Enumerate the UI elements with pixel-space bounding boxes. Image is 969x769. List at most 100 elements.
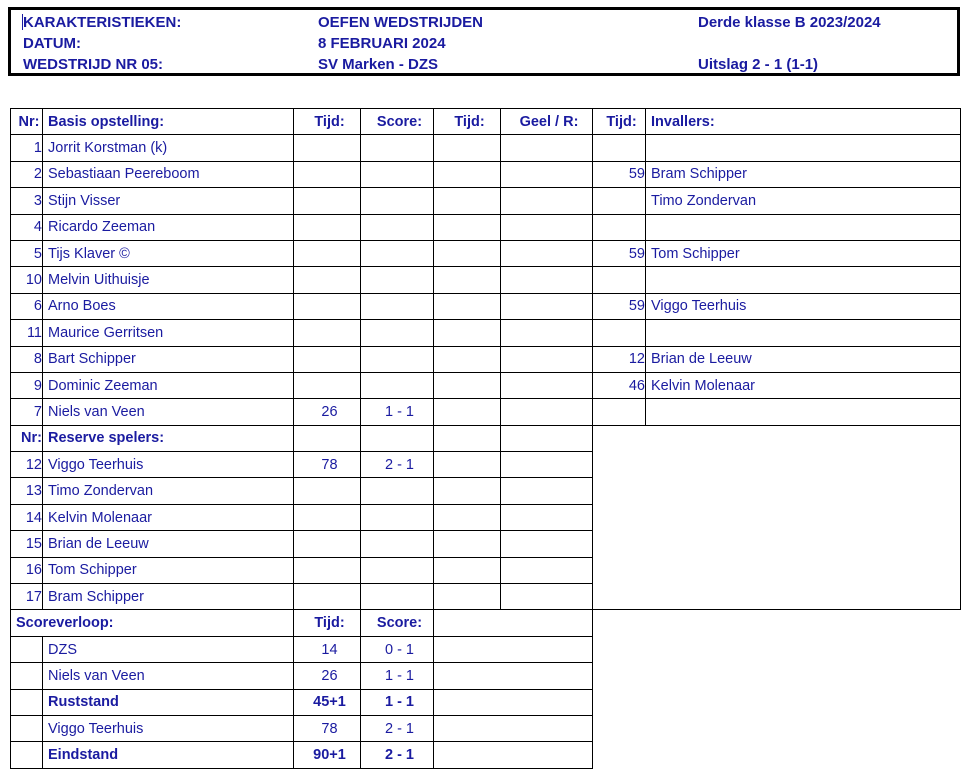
col-tijd-card: Tijd:	[433, 107, 501, 136]
cell-tijd-card	[433, 530, 501, 558]
cell-nr: 8	[10, 345, 43, 373]
table-row: Niels van Veen 26 1 - 1	[10, 662, 961, 690]
cell-nr: 5	[10, 239, 43, 268]
cell-geel-rood	[500, 503, 593, 532]
cell-score	[360, 345, 434, 373]
cell-tijd-goal	[293, 134, 361, 162]
cell-score-tijd: 14	[293, 635, 361, 664]
cell-invaller	[645, 398, 961, 426]
cell-score: 2 - 1	[360, 451, 434, 479]
cell-geel-rood	[500, 424, 593, 453]
cell-score-value: 2 - 1	[360, 741, 434, 769]
table-row: Ruststand 45+1 1 - 1	[10, 688, 961, 716]
title-row-3: WEDSTRIJD NR 05: SV Marken - DZS Uitslag…	[11, 54, 957, 75]
score-progress-col-score: Score:	[360, 609, 434, 637]
cell-geel-rood	[500, 187, 593, 215]
score-progress-col-tijd: Tijd:	[293, 609, 361, 637]
cell-tijd-card	[433, 398, 501, 426]
cell-tijd-sub: 59	[592, 239, 646, 268]
cell-tijd-sub: 46	[592, 371, 646, 400]
cell-tijd-card	[433, 213, 501, 241]
title-row-2: DATUM: 8 FEBRUARI 2024	[11, 33, 957, 54]
cell-nr: 15	[10, 530, 43, 558]
table-row: 15 Brian de Leeuw	[10, 530, 961, 558]
cell-invaller: Brian de Leeuw	[645, 345, 961, 373]
cell-tijd-card	[433, 319, 501, 347]
cell-player: Sebastiaan Peereboom	[42, 160, 294, 189]
cell-spacer-nr	[10, 741, 43, 769]
text-caret	[22, 14, 23, 30]
cell-score	[360, 371, 434, 400]
table-row: 4 Ricardo Zeeman	[10, 213, 961, 241]
cell-tijd-sub: 59	[592, 160, 646, 189]
table-header-row: Nr: Basis opstelling: Tijd: Score: Tijd: Geel…	[10, 107, 961, 136]
cell-tijd-goal	[293, 503, 361, 532]
cell-player: Niels van Veen	[42, 398, 294, 426]
cell-geel-rood	[500, 530, 593, 558]
table-row: Eindstand 90+1 2 - 1	[10, 741, 961, 769]
col-invallers: Invallers:	[645, 107, 961, 136]
cell-invaller: Viggo Teerhuis	[645, 292, 961, 321]
cell-tijd-goal	[293, 477, 361, 505]
cell-tijd-goal	[293, 345, 361, 373]
cell-nr: 16	[10, 556, 43, 585]
cell-score	[360, 213, 434, 241]
cell-score	[360, 266, 434, 294]
cell-score	[360, 134, 434, 162]
cell-score	[360, 477, 434, 505]
cell-geel-rood	[500, 556, 593, 585]
reserve-header-label: Reserve spelers:	[42, 424, 294, 453]
cell-geel-rood	[500, 292, 593, 321]
cell-player: Arno Boes	[42, 292, 294, 321]
cell-player: Tijs Klaver ©	[42, 239, 294, 268]
spacer-cell	[433, 714, 593, 743]
cell-score: 1 - 1	[360, 398, 434, 426]
spacer-cell	[433, 662, 593, 690]
cell-tijd-sub	[592, 134, 646, 162]
cell-player: Bram Schipper	[42, 583, 294, 611]
table-row: 7 Niels van Veen 26 1 - 1	[10, 398, 961, 426]
cell-player: Dominic Zeeman	[42, 371, 294, 400]
col-tijd-sub: Tijd:	[592, 107, 646, 136]
cell-tijd-card	[433, 451, 501, 479]
cell-player: Brian de Leeuw	[42, 530, 294, 558]
table-row: 10 Melvin Uithuisje	[10, 266, 961, 294]
cell-tijd-card	[433, 266, 501, 294]
cell-nr: 12	[10, 451, 43, 479]
cell-score-value: 2 - 1	[360, 714, 434, 743]
cell-tijd-goal	[293, 556, 361, 585]
reserve-header-nr: Nr:	[10, 424, 43, 453]
spacer-cell	[433, 635, 593, 664]
col-tijd-goal: Tijd:	[293, 107, 361, 136]
cell-player: Melvin Uithuisje	[42, 266, 294, 294]
cell-invaller	[645, 319, 961, 347]
col-nr: Nr:	[10, 107, 43, 136]
cell-nr: 6	[10, 292, 43, 321]
cell-invaller: Kelvin Molenaar	[645, 371, 961, 400]
spacer-cell	[433, 688, 593, 716]
cell-spacer-nr	[10, 714, 43, 743]
cell-tijd-card	[433, 134, 501, 162]
cell-score	[360, 530, 434, 558]
cell-geel-rood	[500, 398, 593, 426]
table-row: 6 Arno Boes 59 Viggo Teerhuis	[10, 292, 961, 321]
table-row: 1 Jorrit Korstman (k)	[10, 134, 961, 162]
cell-tijd-goal	[293, 239, 361, 268]
cell-tijd-goal: 78	[293, 451, 361, 479]
cell-player: Stijn Visser	[42, 187, 294, 215]
title-row-1: KARAKTERISTIEKEN: OEFEN WEDSTRIJDEN Derd…	[11, 12, 957, 33]
table-row: Viggo Teerhuis 78 2 - 1	[10, 714, 961, 743]
cell-tijd-sub	[592, 319, 646, 347]
cell-score-event: Ruststand	[42, 688, 294, 716]
cell-geel-rood	[500, 239, 593, 268]
cell-invaller	[645, 134, 961, 162]
spacer-cell	[433, 741, 593, 769]
cell-score	[360, 239, 434, 268]
cell-geel-rood	[500, 477, 593, 505]
score-progress-title: Scoreverloop:	[10, 609, 294, 637]
label-datum: DATUM:	[23, 35, 82, 52]
cell-spacer-nr	[10, 688, 43, 716]
table-row: 11 Maurice Gerritsen	[10, 319, 961, 347]
cell-tijd-goal	[293, 319, 361, 347]
cell-tijd-goal	[293, 160, 361, 189]
